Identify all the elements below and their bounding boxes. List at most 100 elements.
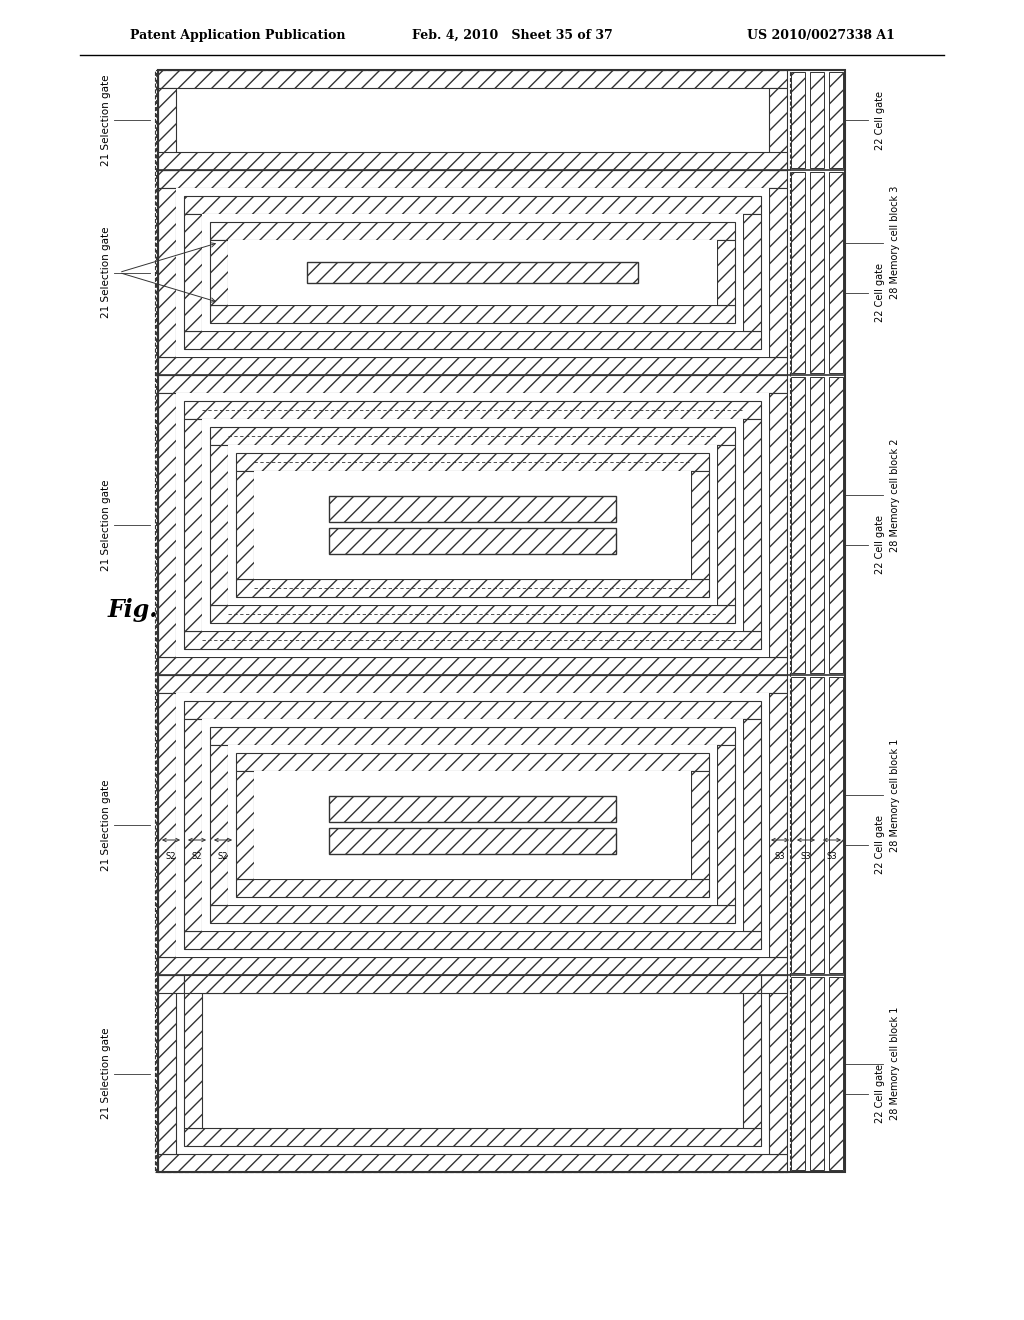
Bar <box>184 195 761 214</box>
Bar <box>769 393 787 657</box>
Bar <box>791 73 805 168</box>
Bar <box>158 170 787 187</box>
Bar <box>158 375 787 393</box>
Bar <box>184 975 761 993</box>
Bar <box>158 152 787 170</box>
Text: S3: S3 <box>775 851 785 861</box>
Bar <box>184 1129 761 1146</box>
Text: Feb. 4, 2010   Sheet 35 of 37: Feb. 4, 2010 Sheet 35 of 37 <box>412 29 612 41</box>
Bar <box>158 693 176 957</box>
Text: 21 Selection gate: 21 Selection gate <box>101 74 111 166</box>
Bar <box>202 418 743 631</box>
Bar <box>184 331 761 348</box>
Bar <box>210 727 735 744</box>
Bar <box>717 445 735 605</box>
Bar <box>176 393 769 657</box>
Text: 28 Memory cell block 1: 28 Memory cell block 1 <box>890 1007 900 1121</box>
Bar <box>184 975 202 1129</box>
Bar <box>210 445 228 605</box>
Bar <box>158 975 176 1154</box>
Bar <box>829 73 843 168</box>
Text: Fig.35: Fig.35 <box>108 598 191 622</box>
Text: 21 Selection gate: 21 Selection gate <box>101 779 111 871</box>
Text: S2: S2 <box>166 851 176 861</box>
Bar <box>210 426 735 445</box>
Bar <box>158 170 787 375</box>
Bar <box>158 675 787 975</box>
Bar <box>184 418 202 631</box>
Bar <box>691 471 709 579</box>
Text: S3: S3 <box>801 851 811 861</box>
Bar <box>829 977 843 1170</box>
Bar <box>743 418 761 631</box>
Bar <box>158 1154 787 1172</box>
Bar <box>236 771 254 879</box>
Text: 21 Selection gate: 21 Selection gate <box>101 479 111 570</box>
Bar <box>810 677 824 973</box>
Text: S2: S2 <box>191 851 203 861</box>
Bar <box>236 579 709 597</box>
Bar <box>210 222 735 240</box>
Bar <box>184 701 761 719</box>
Text: 21 Selection gate: 21 Selection gate <box>101 227 111 318</box>
Bar <box>769 88 787 170</box>
Bar <box>184 214 202 331</box>
Bar <box>829 677 843 973</box>
Bar <box>717 240 735 305</box>
Bar <box>228 744 717 906</box>
Bar <box>791 172 805 374</box>
Bar <box>236 453 709 471</box>
Bar <box>210 605 735 623</box>
Bar <box>158 70 787 170</box>
Bar <box>330 828 615 854</box>
Bar <box>176 693 769 957</box>
Bar <box>210 744 228 906</box>
Bar <box>743 214 761 331</box>
Text: 28 Memory cell block 3: 28 Memory cell block 3 <box>890 186 900 300</box>
Bar <box>254 771 691 879</box>
Bar <box>228 445 717 605</box>
Bar <box>158 975 787 993</box>
Bar <box>791 378 805 673</box>
Bar <box>717 744 735 906</box>
Bar <box>769 187 787 356</box>
Bar <box>158 957 787 975</box>
Bar <box>330 528 615 554</box>
Bar <box>330 796 615 822</box>
Text: 22 Cell gate: 22 Cell gate <box>874 816 885 874</box>
Text: 28 Memory cell block 1: 28 Memory cell block 1 <box>890 738 900 851</box>
Text: 22 Cell gate: 22 Cell gate <box>874 263 885 322</box>
Bar <box>791 977 805 1170</box>
Bar <box>228 240 717 305</box>
Bar <box>307 263 638 282</box>
Bar <box>829 378 843 673</box>
Bar <box>158 675 787 693</box>
Text: Patent Application Publication: Patent Application Publication <box>130 29 345 41</box>
Bar <box>158 975 787 1172</box>
Bar <box>236 879 709 898</box>
Bar <box>202 719 743 931</box>
Text: US 2010/0027338 A1: US 2010/0027338 A1 <box>748 29 895 41</box>
Text: 21 Selection gate: 21 Selection gate <box>101 1028 111 1119</box>
Bar <box>691 771 709 879</box>
Bar <box>236 471 254 579</box>
Bar <box>158 187 176 356</box>
Bar <box>769 975 787 1154</box>
Bar <box>743 975 761 1129</box>
Text: 22 Cell gate: 22 Cell gate <box>874 516 885 574</box>
Bar <box>158 70 787 88</box>
Bar <box>176 187 769 356</box>
Bar <box>330 496 615 521</box>
Text: 22 Cell gate: 22 Cell gate <box>874 91 885 149</box>
Bar <box>158 356 787 375</box>
Bar <box>810 73 824 168</box>
Bar <box>810 378 824 673</box>
Bar <box>810 977 824 1170</box>
Bar <box>158 88 176 170</box>
Text: S3: S3 <box>826 851 838 861</box>
Bar <box>210 305 735 323</box>
Bar <box>769 693 787 957</box>
Text: 28 Memory cell block 2: 28 Memory cell block 2 <box>890 438 900 552</box>
Bar <box>158 657 787 675</box>
Bar <box>236 752 709 771</box>
